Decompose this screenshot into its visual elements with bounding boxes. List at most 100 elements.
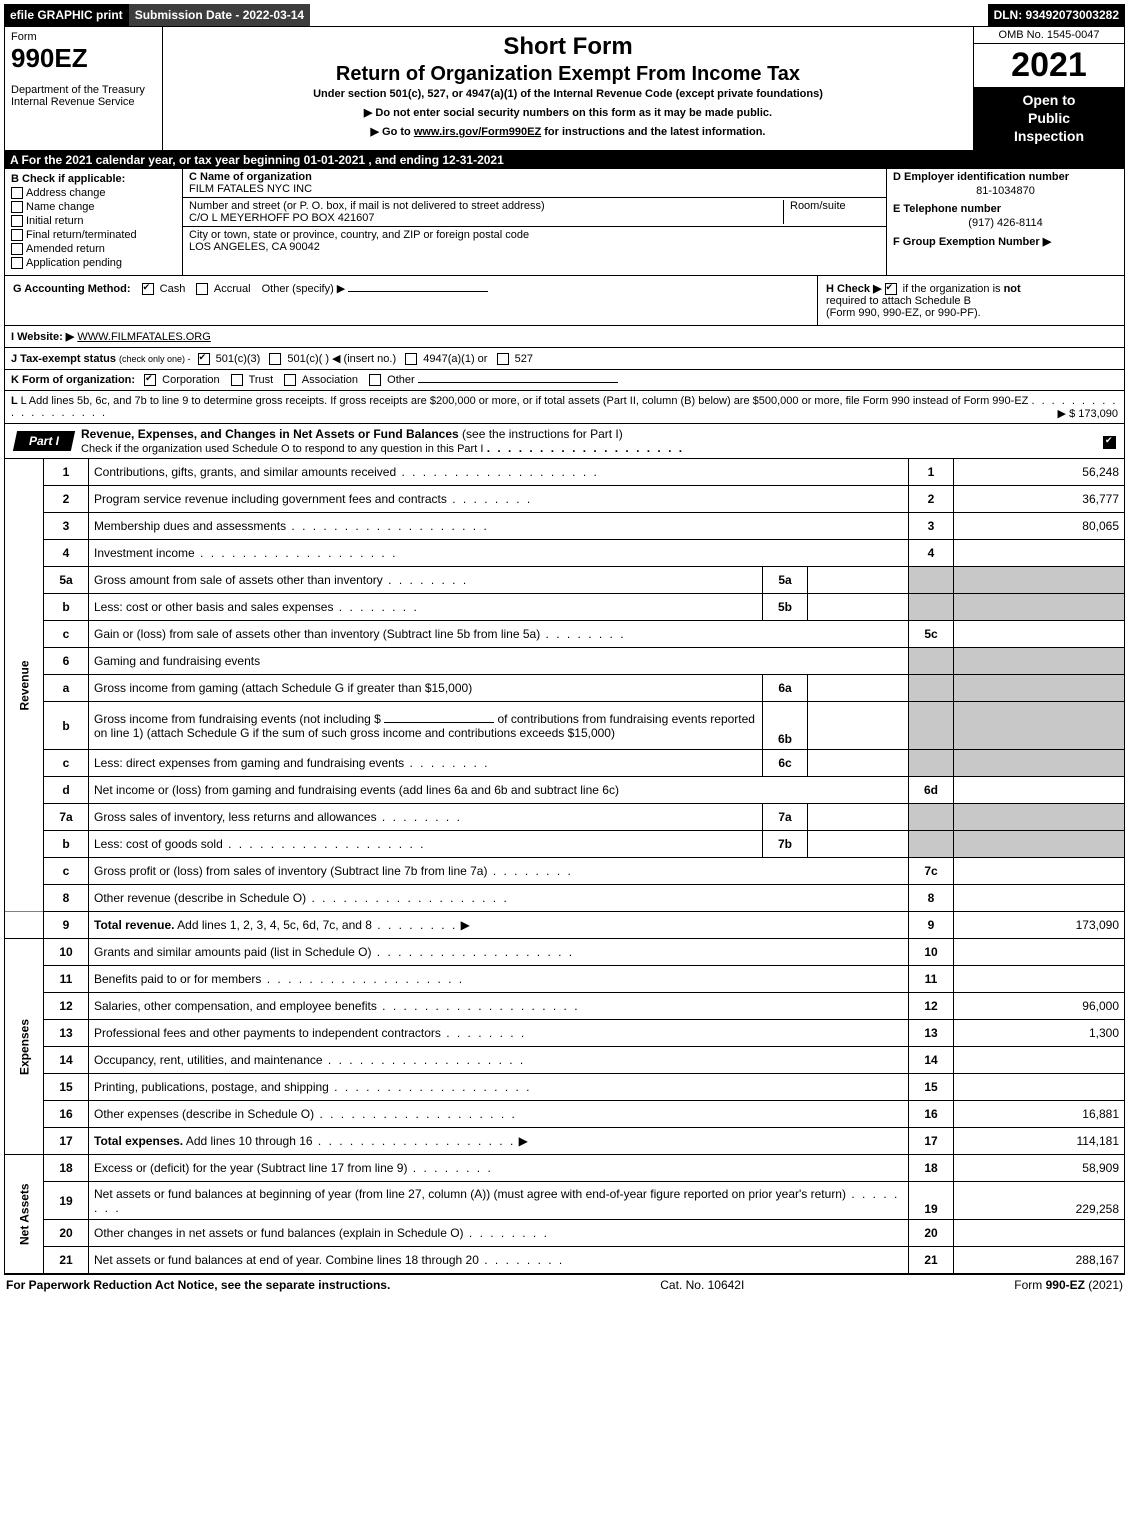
table-row: 20 Other changes in net assets or fund b… xyxy=(5,1220,1125,1247)
chk-schedule-b[interactable] xyxy=(885,283,897,295)
part-1-title: Revenue, Expenses, and Changes in Net As… xyxy=(73,424,1091,458)
entity-info-row: B Check if applicable: Address change Na… xyxy=(4,169,1125,277)
line-ref: 1 xyxy=(909,459,954,486)
line-num: 6 xyxy=(44,648,89,675)
line-value: 56,248 xyxy=(954,459,1125,486)
chk-address-change[interactable]: Address change xyxy=(11,187,176,199)
line-num: 15 xyxy=(44,1074,89,1101)
org-name: FILM FATALES NYC INC xyxy=(189,183,880,195)
org-city: LOS ANGELES, CA 90042 xyxy=(189,241,880,253)
chk-association[interactable] xyxy=(284,374,296,386)
line-value xyxy=(954,1220,1125,1247)
goto-link-line: ▶ Go to www.irs.gov/Form990EZ for instru… xyxy=(169,125,967,138)
open-line-1: Open to xyxy=(976,91,1122,109)
mid-value xyxy=(808,702,909,750)
mid-ref: 6c xyxy=(763,750,808,777)
chk-501c3[interactable] xyxy=(198,353,210,365)
header-right-box: OMB No. 1545-0047 2021 Open to Public In… xyxy=(973,27,1124,150)
l-amount: ▶ $ 173,090 xyxy=(1058,407,1118,420)
chk-accrual[interactable] xyxy=(196,283,208,295)
form-header: Form 990EZ Department of the Treasury In… xyxy=(4,26,1125,151)
chk-application-pending[interactable]: Application pending xyxy=(11,257,176,269)
opt-4947: 4947(a)(1) or xyxy=(423,353,487,365)
table-row: 4 Investment income 4 xyxy=(5,540,1125,567)
expenses-side-label: Expenses xyxy=(5,939,44,1155)
open-line-3: Inspection xyxy=(976,127,1122,145)
line-desc: Other changes in net assets or fund bala… xyxy=(89,1220,909,1247)
grey-cell xyxy=(954,702,1125,750)
chk-final-return[interactable]: Final return/terminated xyxy=(11,229,176,241)
line-num: 12 xyxy=(44,993,89,1020)
table-row: c Gain or (loss) from sale of assets oth… xyxy=(5,621,1125,648)
grey-cell xyxy=(954,804,1125,831)
goto-prefix: ▶ Go to xyxy=(371,126,414,138)
fundraising-amount-line[interactable] xyxy=(384,722,494,723)
i-label: I Website: ▶ xyxy=(11,331,74,343)
grey-cell xyxy=(954,675,1125,702)
net-assets-side-label: Net Assets xyxy=(5,1155,44,1274)
table-row: 21 Net assets or fund balances at end of… xyxy=(5,1247,1125,1274)
irs-form-link[interactable]: www.irs.gov/Form990EZ xyxy=(414,126,541,138)
line-desc: Membership dues and assessments xyxy=(89,513,909,540)
chk-corporation[interactable] xyxy=(144,374,156,386)
line-num: 7a xyxy=(44,804,89,831)
catalog-number: Cat. No. 10642I xyxy=(660,1278,744,1292)
part-1-check[interactable] xyxy=(1091,431,1124,451)
grey-cell xyxy=(909,750,954,777)
mid-value xyxy=(808,750,909,777)
line-ref: 7c xyxy=(909,858,954,885)
line-ref: 8 xyxy=(909,885,954,912)
line-num: 4 xyxy=(44,540,89,567)
line-value xyxy=(954,540,1125,567)
table-row: c Less: direct expenses from gaming and … xyxy=(5,750,1125,777)
chk-other-org[interactable] xyxy=(369,374,381,386)
chk-4947[interactable] xyxy=(405,353,417,365)
chk-initial-return[interactable]: Initial return xyxy=(11,215,176,227)
table-row: b Less: cost or other basis and sales ex… xyxy=(5,594,1125,621)
grey-cell xyxy=(909,702,954,750)
i-website-row: I Website: ▶ WWW.FILMFATALES.ORG xyxy=(4,326,1125,348)
other-specify: Other (specify) ▶ xyxy=(262,283,346,295)
form-title-box: Short Form Return of Organization Exempt… xyxy=(163,27,973,150)
other-specify-line[interactable] xyxy=(348,291,488,292)
line-desc: Net income or (loss) from gaming and fun… xyxy=(89,777,909,804)
section-c-name-address: C Name of organization FILM FATALES NYC … xyxy=(183,169,887,276)
j-label: J Tax-exempt status xyxy=(11,353,116,365)
chk-527[interactable] xyxy=(497,353,509,365)
line-num: 13 xyxy=(44,1020,89,1047)
mid-ref: 5a xyxy=(763,567,808,594)
line-ref: 17 xyxy=(909,1128,954,1155)
other-org-line[interactable] xyxy=(418,382,618,383)
efile-print-box: efile GRAPHIC print xyxy=(4,4,129,26)
line-desc: Benefits paid to or for members xyxy=(89,966,909,993)
j-tax-exempt-row: J Tax-exempt status (check only one) - 5… xyxy=(4,348,1125,370)
h-not: not xyxy=(1004,283,1021,295)
chk-501c[interactable] xyxy=(269,353,281,365)
website-link[interactable]: WWW.FILMFATALES.ORG xyxy=(77,331,210,343)
mid-ref: 6b xyxy=(763,702,808,750)
grey-cell xyxy=(909,804,954,831)
submission-date-box: Submission Date - 2022-03-14 xyxy=(129,4,310,26)
part-1-tab: Part I xyxy=(13,431,75,451)
chk-cash[interactable] xyxy=(142,283,154,295)
chk-trust[interactable] xyxy=(231,374,243,386)
h-text-2: if the organization is xyxy=(903,283,1001,295)
c-city-label: City or town, state or province, country… xyxy=(189,229,880,241)
table-row: c Gross profit or (loss) from sales of i… xyxy=(5,858,1125,885)
line-desc: Other revenue (describe in Schedule O) xyxy=(89,885,909,912)
h-text-3: required to attach Schedule B xyxy=(826,295,971,307)
chk-amended-return[interactable]: Amended return xyxy=(11,243,176,255)
mid-ref: 7b xyxy=(763,831,808,858)
table-row: Revenue 1 Contributions, gifts, grants, … xyxy=(5,459,1125,486)
mid-value xyxy=(808,831,909,858)
line-value: 80,065 xyxy=(954,513,1125,540)
line-desc: Gross amount from sale of assets other t… xyxy=(89,567,763,594)
line-desc: Less: cost or other basis and sales expe… xyxy=(89,594,763,621)
g-label: G Accounting Method: xyxy=(13,283,131,295)
org-street: C/O L MEYERHOFF PO BOX 421607 xyxy=(189,212,783,224)
opt-501c3: 501(c)(3) xyxy=(216,353,261,365)
mid-value xyxy=(808,804,909,831)
chk-name-change[interactable]: Name change xyxy=(11,201,176,213)
line-num: 17 xyxy=(44,1128,89,1155)
line-desc: Gross sales of inventory, less returns a… xyxy=(89,804,763,831)
